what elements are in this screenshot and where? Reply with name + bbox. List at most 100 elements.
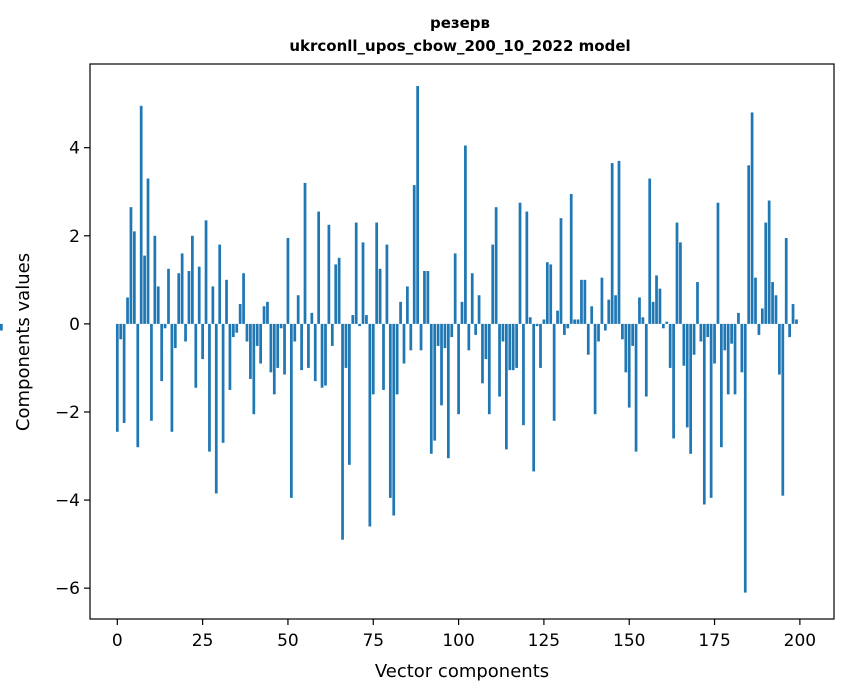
bar-161	[665, 321, 669, 324]
bar-10	[150, 323, 153, 421]
plot-frame	[89, 63, 835, 620]
bar-11	[153, 235, 157, 324]
bar-29	[214, 323, 218, 494]
bar-53	[296, 295, 300, 324]
x-tick-label: 50	[277, 631, 299, 651]
bar-120	[525, 211, 529, 324]
bar-183	[740, 323, 744, 373]
bar-125	[542, 319, 546, 324]
bar-45	[269, 323, 273, 373]
bar-108	[484, 323, 488, 360]
bar-109	[487, 323, 491, 415]
bar-180	[730, 323, 733, 344]
bar-121	[528, 317, 532, 324]
x-tick-label: 75	[362, 631, 384, 651]
bar-142	[600, 277, 604, 324]
bar-162	[668, 323, 672, 368]
bar-116	[511, 323, 515, 371]
bar-51	[289, 323, 293, 498]
bar-74	[368, 323, 372, 527]
bar-65	[337, 257, 341, 324]
bar-6	[136, 323, 140, 448]
bar-144	[607, 299, 611, 324]
bar-35	[235, 323, 239, 333]
bar-176	[716, 202, 720, 324]
y-tick-label: −2	[55, 403, 80, 423]
bar-75	[371, 323, 375, 395]
y-tick-label: 0	[69, 315, 80, 335]
bar-39	[249, 323, 252, 379]
bar-83	[399, 301, 402, 324]
bar-33	[228, 323, 232, 390]
bar-59	[317, 211, 321, 324]
bar-129	[556, 310, 559, 324]
bar-159	[658, 288, 662, 324]
bar-7	[139, 105, 143, 324]
y-tick-label: −6	[55, 579, 80, 599]
bar-149	[624, 323, 628, 373]
bar-191	[767, 200, 771, 324]
bar-168	[689, 323, 693, 454]
x-tick-label: 150	[613, 631, 645, 651]
bar-5	[133, 231, 136, 324]
bar-141	[597, 323, 600, 342]
bar-55	[303, 182, 307, 324]
bar-155	[644, 323, 648, 397]
y-tick-label: 4	[69, 139, 80, 159]
bar-188	[757, 323, 761, 335]
bar-60	[320, 323, 324, 388]
bar-32	[225, 279, 228, 324]
bar-112	[498, 323, 501, 397]
bar-20	[184, 323, 187, 342]
bar-146	[614, 295, 617, 324]
bar-134	[573, 319, 576, 324]
bar-37	[242, 273, 245, 324]
bar-62	[327, 224, 331, 324]
bar-187	[754, 277, 757, 324]
bar-192	[771, 282, 774, 324]
bar-85	[406, 286, 409, 324]
bar-189	[760, 308, 764, 324]
bar-43	[262, 306, 266, 324]
bar-171	[699, 323, 703, 342]
bar-115	[508, 323, 512, 371]
bar-135	[576, 319, 580, 324]
bar-102	[464, 145, 467, 324]
bar-173	[706, 323, 710, 338]
bar-19	[180, 253, 184, 324]
bar-113	[501, 323, 505, 342]
bar-25	[201, 323, 204, 360]
bar-57	[310, 312, 314, 324]
bar-152	[634, 323, 638, 452]
x-tick-label: 25	[192, 631, 214, 651]
bar-16	[170, 323, 174, 432]
bar-157	[651, 301, 655, 324]
bar-21	[187, 271, 191, 324]
bar-137	[583, 279, 587, 324]
bar-18	[177, 273, 181, 324]
bar-73	[365, 315, 368, 324]
bar-179	[726, 323, 730, 395]
bar-76	[375, 222, 379, 324]
bar-22	[191, 235, 194, 324]
bar-48	[279, 323, 283, 329]
bar-153	[638, 297, 641, 324]
bar-140	[593, 323, 597, 415]
bar-143	[603, 323, 607, 331]
y-tick-label: 2	[69, 227, 80, 247]
bar-145	[610, 163, 614, 324]
bar-71	[358, 323, 361, 327]
bar-66	[341, 323, 344, 540]
bar-46	[272, 323, 276, 395]
bar-178	[723, 323, 727, 351]
bar-0	[115, 323, 119, 432]
bar-41	[255, 323, 259, 346]
bar-56	[307, 323, 310, 368]
bar-190	[764, 222, 768, 324]
bar-182	[737, 312, 740, 324]
bar-128	[552, 323, 556, 421]
bar-28	[211, 286, 215, 324]
bar-106	[477, 295, 481, 324]
bar-44	[266, 301, 269, 324]
bar-89	[419, 323, 423, 351]
